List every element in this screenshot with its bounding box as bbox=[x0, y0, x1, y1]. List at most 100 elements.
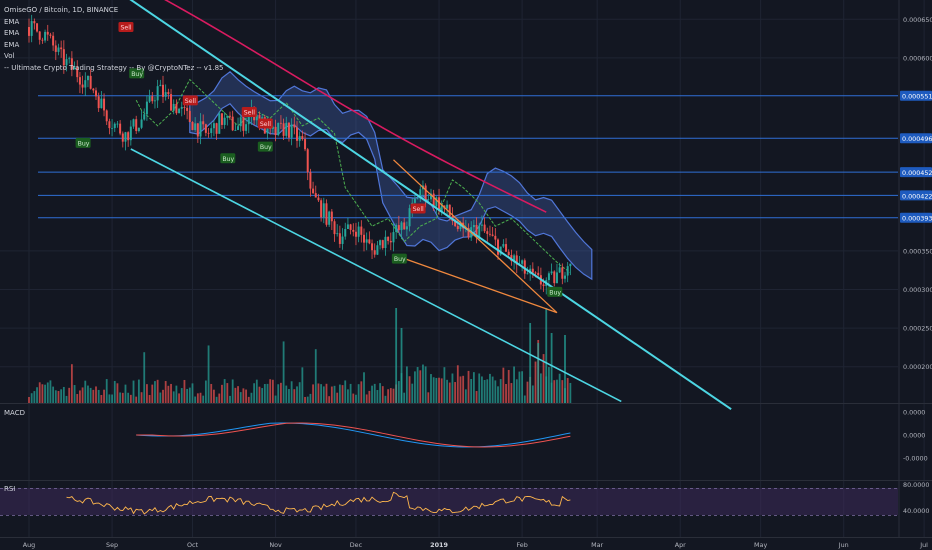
volume-bar bbox=[178, 393, 180, 403]
candle-body bbox=[488, 233, 491, 235]
candle-body bbox=[499, 246, 502, 255]
volume-bar bbox=[113, 380, 116, 403]
volume-bar bbox=[475, 391, 478, 403]
volume-bar bbox=[119, 392, 122, 403]
candle-body bbox=[531, 268, 534, 273]
volume-bar bbox=[397, 381, 400, 403]
candle-body bbox=[413, 198, 416, 203]
volume-bar bbox=[199, 392, 202, 403]
y-tick-label: 0.000300 bbox=[903, 286, 932, 294]
volume-bar bbox=[79, 390, 81, 403]
volume-bar bbox=[411, 383, 414, 403]
candle-body bbox=[296, 127, 298, 141]
volume-bar bbox=[306, 396, 309, 403]
volume-bar bbox=[462, 375, 465, 403]
volume-bar bbox=[207, 345, 210, 403]
volume-bar bbox=[451, 373, 454, 403]
volume-bar bbox=[204, 380, 207, 403]
candle-body bbox=[526, 273, 529, 275]
signal-label: Buy bbox=[549, 289, 561, 296]
signal-tag-sell bbox=[182, 95, 198, 106]
candle-body bbox=[202, 121, 205, 125]
candle-body bbox=[196, 123, 199, 137]
volume-bar bbox=[304, 396, 306, 403]
candle-body bbox=[183, 106, 186, 108]
volume-bar bbox=[196, 393, 199, 403]
volume-bar bbox=[502, 367, 505, 403]
volume-bar bbox=[416, 367, 419, 403]
candle-body bbox=[561, 267, 564, 279]
volume-bar bbox=[539, 373, 542, 403]
price-level-value: 0.000551 bbox=[902, 93, 932, 101]
volume-bar bbox=[194, 396, 197, 403]
candle-body bbox=[57, 47, 60, 52]
volume-bar bbox=[414, 371, 416, 403]
signal-label: Buy bbox=[260, 144, 272, 151]
ema-long-line bbox=[164, 0, 547, 213]
volume-bar bbox=[261, 388, 264, 403]
volume-bar bbox=[65, 395, 68, 403]
candle-body bbox=[480, 224, 483, 226]
volume-bar bbox=[129, 394, 132, 403]
candle-body bbox=[419, 189, 422, 199]
candle-body bbox=[103, 98, 106, 111]
volume-bar bbox=[175, 385, 178, 403]
volume-bar bbox=[180, 388, 183, 403]
volume-bar bbox=[100, 395, 103, 403]
legend-ema-3: EMA bbox=[4, 40, 20, 49]
candle-body bbox=[129, 126, 132, 141]
candle-body bbox=[521, 260, 524, 264]
candle-body bbox=[167, 92, 170, 95]
volume-bar bbox=[467, 370, 470, 403]
candle-body bbox=[159, 84, 162, 87]
candle-body bbox=[542, 284, 545, 287]
signal-label: Buy bbox=[78, 140, 90, 147]
signal-label: Buy bbox=[222, 156, 234, 163]
candle-body bbox=[564, 275, 566, 279]
candle-body bbox=[363, 234, 365, 243]
candle-body bbox=[389, 240, 392, 243]
candle-body bbox=[491, 234, 494, 236]
volume-bar bbox=[210, 383, 213, 403]
volume-bar bbox=[68, 387, 71, 403]
volume-bar bbox=[550, 333, 553, 403]
volume-bar bbox=[84, 380, 87, 403]
signal-tag-buy bbox=[547, 286, 563, 297]
candle-body bbox=[38, 31, 41, 40]
signal-tag-buy bbox=[129, 68, 145, 79]
signal-label: Sell bbox=[120, 25, 131, 32]
candle-body bbox=[440, 205, 443, 212]
volume-bar bbox=[167, 385, 170, 403]
candle-body bbox=[432, 193, 435, 207]
candle-body bbox=[349, 224, 352, 230]
candle-body bbox=[30, 21, 33, 36]
candle-body bbox=[132, 119, 135, 127]
volume-bar bbox=[288, 389, 290, 403]
candle-body bbox=[78, 77, 81, 85]
candle-body bbox=[285, 122, 288, 136]
candle-body bbox=[483, 224, 486, 232]
candle-body bbox=[62, 49, 65, 66]
volume-bar bbox=[215, 396, 218, 403]
candle-body bbox=[180, 106, 183, 109]
volume-bar bbox=[513, 366, 515, 403]
candle-body bbox=[405, 226, 408, 230]
candle-body bbox=[373, 250, 376, 255]
candle-body bbox=[191, 121, 194, 130]
signal-tag-sell bbox=[118, 22, 134, 33]
volume-bar bbox=[352, 393, 355, 403]
macd-pane-label: MACD bbox=[4, 409, 25, 417]
volume-bar bbox=[108, 394, 111, 403]
candle-body bbox=[360, 226, 363, 235]
volume-bar bbox=[408, 376, 411, 403]
candle-body bbox=[502, 244, 505, 247]
candle-body bbox=[277, 122, 280, 136]
candle-body bbox=[472, 224, 475, 228]
volume-bar bbox=[247, 396, 250, 403]
candle-body bbox=[346, 224, 349, 230]
candle-body bbox=[220, 113, 223, 125]
price-level-tag bbox=[900, 167, 932, 178]
candle-body bbox=[515, 255, 518, 265]
volume-bar bbox=[529, 323, 532, 403]
